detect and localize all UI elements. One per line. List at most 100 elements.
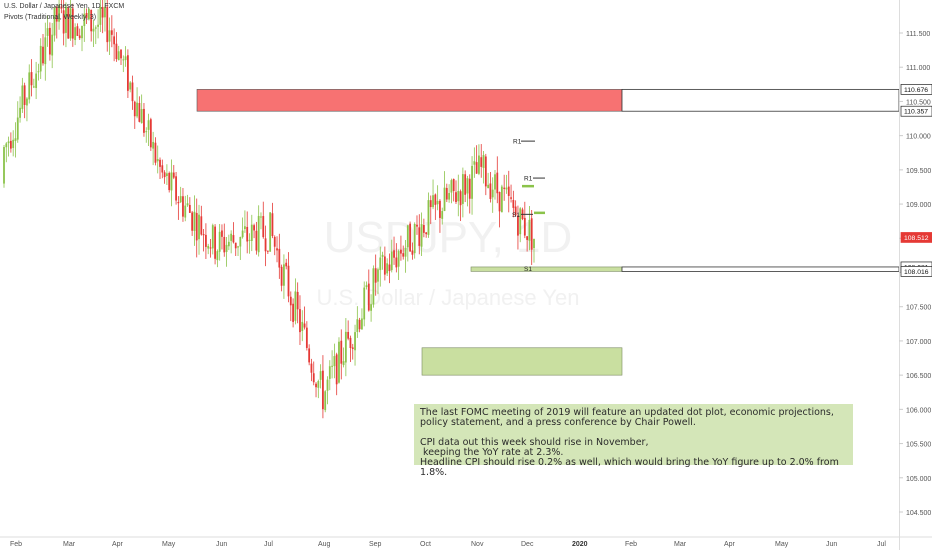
candle-body [244, 226, 246, 229]
candle-body [326, 379, 329, 391]
candle-body [186, 203, 189, 206]
candle-body [191, 212, 194, 231]
candle-body [140, 109, 143, 124]
candle-body [530, 218, 533, 250]
x-tick-label: 2020 [572, 541, 588, 548]
candle-body [117, 51, 120, 61]
candle-body [361, 318, 363, 330]
candle-body [519, 208, 522, 235]
candle-body [349, 337, 352, 348]
candle-body [459, 191, 462, 206]
candle-body [478, 155, 480, 174]
candle-body [104, 6, 106, 18]
candle-body [436, 200, 439, 205]
candle-body [207, 245, 210, 249]
candle-body [416, 224, 418, 227]
candle-body [131, 82, 134, 102]
candle-body [209, 247, 212, 249]
pivot-label: S1 [512, 212, 520, 219]
candle-body [372, 268, 375, 305]
candle-body [289, 296, 292, 306]
candle-body [514, 206, 517, 216]
candle-body [400, 249, 402, 254]
candle-body [448, 193, 451, 200]
zone-box [196, 89, 623, 112]
candle-body [455, 192, 457, 203]
annotation-note[interactable]: The last FOMC meeting of 2019 will featu… [414, 404, 853, 478]
x-tick-label: May [162, 541, 176, 548]
candle-body [26, 98, 28, 106]
candle-body [322, 370, 324, 410]
watermark-symbol: USDJPY, 1D [324, 213, 573, 262]
candle-body [46, 28, 49, 36]
candle-body [214, 226, 216, 259]
candle-body [427, 200, 430, 235]
candle-body [7, 141, 10, 144]
candle-body [494, 174, 496, 190]
candle-body [51, 34, 54, 56]
candle-body [457, 190, 460, 202]
candle-body [205, 234, 207, 247]
candle-body [163, 172, 166, 178]
candle-body [74, 27, 77, 41]
candle-body [296, 291, 299, 310]
candle-body [83, 13, 86, 27]
x-tick-label: Jun [826, 541, 837, 548]
candle-body [358, 319, 361, 330]
y-tick-label: 106.000 [906, 407, 931, 414]
price-label-box [900, 232, 932, 243]
candle-body [108, 30, 111, 42]
candle-body [115, 43, 118, 60]
candle-body [175, 176, 177, 201]
candle-body [19, 107, 21, 118]
candle-body [420, 224, 423, 247]
x-tick-label: Dec [521, 541, 534, 548]
candle-body [374, 268, 377, 283]
candle-body [510, 197, 512, 199]
candle-body [149, 119, 152, 148]
y-tick-label: 110.500 [906, 99, 931, 106]
candle-body [106, 6, 109, 43]
candle-body [276, 248, 278, 251]
candle-body [101, 7, 104, 18]
candle-body [90, 9, 93, 32]
candle-body [434, 194, 437, 205]
candle-body [260, 216, 262, 218]
candle-body [335, 354, 338, 385]
x-tick-label: Feb [625, 541, 637, 548]
candle-body [37, 71, 40, 73]
candle-body [78, 35, 81, 39]
candle-body [475, 162, 478, 174]
candle-body [67, 7, 70, 39]
x-tick-label: Nov [471, 541, 484, 548]
candle-body [99, 7, 102, 25]
candle-body [312, 373, 315, 383]
candle-body [23, 85, 26, 105]
candle-body [363, 287, 366, 320]
candle-body [225, 244, 228, 252]
candle-body [351, 347, 354, 349]
x-tick-label: Apr [724, 541, 736, 548]
candle-body [92, 28, 95, 32]
symbol-legend[interactable]: U.S. Dollar / Japanese Yen, 1D, FXCM [4, 3, 125, 10]
candle-body [170, 172, 173, 191]
pivot-marker [522, 184, 534, 188]
candle-body [271, 213, 274, 237]
watermark-name: U.S. Dollar / Japanese Yen [317, 285, 580, 310]
zone-extension [621, 266, 900, 272]
indicator-legend[interactable]: Pivots (Traditional, Weekly, 3) [4, 14, 97, 21]
candle-body [58, 5, 60, 22]
candle-body [305, 327, 308, 348]
candle-body [200, 216, 203, 235]
candle-body [147, 120, 150, 130]
candle-body [340, 340, 343, 364]
candle-body [505, 187, 508, 190]
candle-body [87, 8, 90, 20]
candle-body [294, 291, 297, 321]
candle-body [388, 264, 391, 272]
candle-body [517, 215, 519, 236]
candle-body [255, 230, 258, 251]
candle-body [237, 246, 239, 248]
candle-body [487, 184, 490, 189]
pivot-label: S1 [524, 266, 532, 273]
